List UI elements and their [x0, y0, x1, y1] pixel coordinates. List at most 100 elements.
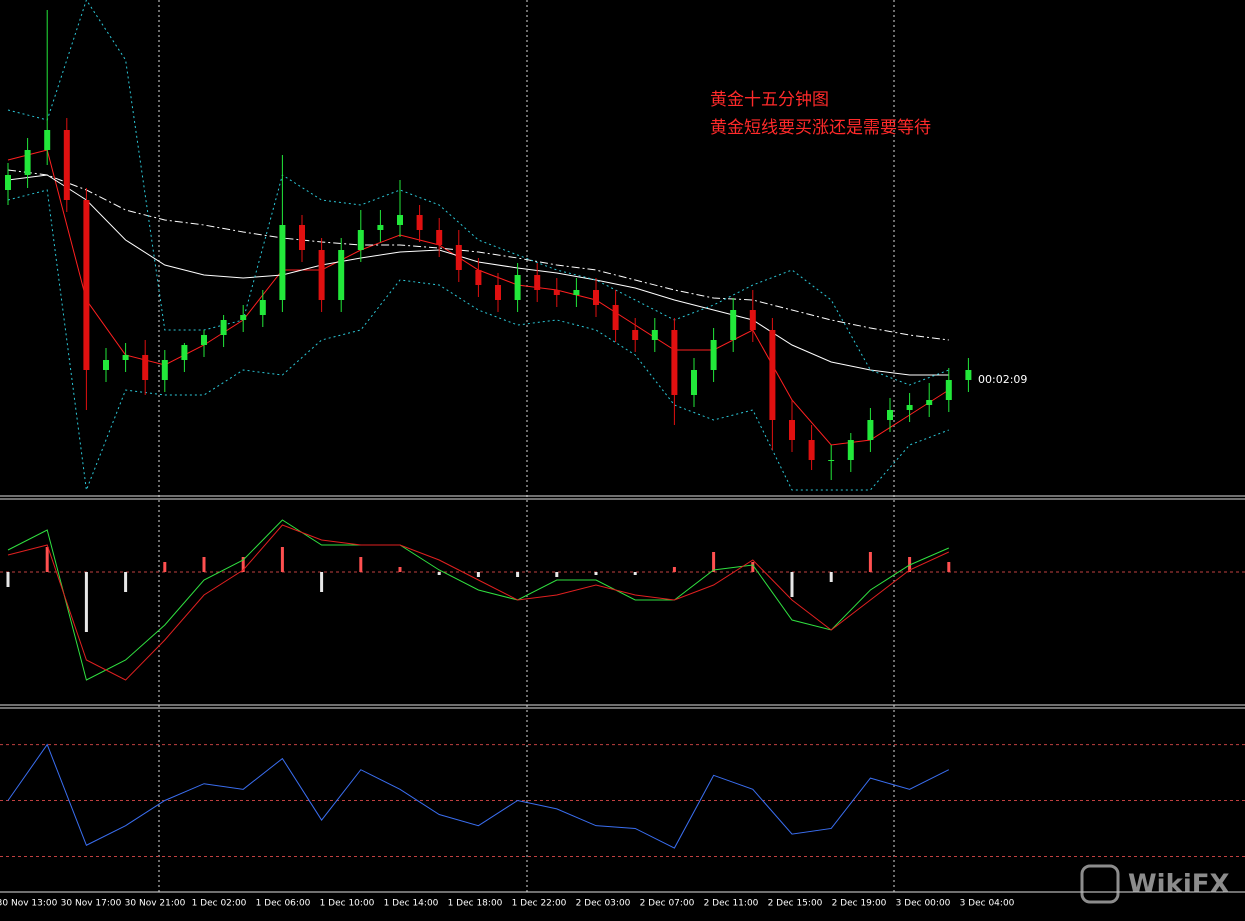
candle-body [612, 305, 619, 330]
candle-body [83, 200, 90, 370]
candle-body [416, 215, 423, 230]
time-label: 2 Dec 07:00 [640, 899, 695, 909]
candle-body [338, 250, 345, 300]
candle-body [259, 300, 266, 315]
candle-body [710, 340, 717, 370]
candle-body [63, 130, 70, 200]
candle-body [573, 290, 580, 295]
histogram-bar [280, 547, 284, 572]
histogram-bar [241, 557, 245, 572]
candle-body [495, 285, 501, 300]
histogram-bar [437, 572, 441, 575]
candle-body [789, 420, 795, 440]
time-label: 1 Dec 02:00 [192, 899, 247, 909]
candle-body [553, 290, 560, 295]
candle-body [240, 315, 247, 320]
time-label: 30 Nov 21:00 [125, 899, 186, 909]
histogram-bar [672, 567, 676, 572]
time-label: 1 Dec 22:00 [512, 899, 567, 909]
indicator-line [7, 524, 950, 681]
histogram-bar [163, 562, 167, 572]
time-label: 2 Dec 15:00 [768, 899, 823, 909]
candle-body [828, 460, 835, 461]
histogram-bar [6, 572, 10, 587]
histogram-bar [320, 572, 324, 592]
time-label: 1 Dec 18:00 [448, 899, 503, 909]
time-label: 2 Dec 19:00 [832, 899, 887, 909]
candle-body [436, 230, 443, 245]
histogram-bar [594, 572, 598, 575]
candle-body [201, 335, 207, 345]
candle-body [926, 400, 933, 405]
candle-body [122, 355, 129, 360]
histogram-bar [516, 572, 520, 577]
candle-body [945, 380, 952, 400]
time-label: 2 Dec 11:00 [704, 899, 759, 909]
histogram-bar [829, 572, 833, 582]
time-label: 2 Dec 03:00 [576, 899, 631, 909]
candle-body [671, 330, 678, 395]
time-label: 30 Nov 13:00 [0, 899, 58, 909]
bar-countdown: 00:02:09 [978, 373, 1027, 386]
overlay-line [7, 189, 949, 491]
histogram-bar [790, 572, 794, 597]
candle-body [181, 345, 188, 360]
candle-body [161, 360, 168, 380]
candle-body [808, 440, 815, 460]
candle-body [475, 270, 482, 285]
overlay-line [7, 149, 950, 446]
histogram-bar [359, 557, 363, 572]
histogram-bar [124, 572, 128, 592]
candle-body [44, 130, 51, 150]
time-label: 1 Dec 14:00 [384, 899, 439, 909]
candle-body [632, 330, 639, 340]
candle-body [220, 320, 227, 335]
histogram-bar [84, 572, 88, 632]
candle-body [651, 330, 658, 340]
histogram-bar [45, 547, 49, 572]
time-label: 30 Nov 17:00 [61, 899, 122, 909]
histogram-bar [947, 562, 951, 572]
candle-body [769, 330, 776, 420]
annotation: 黄金十五分钟图 [710, 90, 829, 110]
candle-body [455, 245, 462, 270]
candle-body [103, 360, 109, 370]
candle-body [514, 275, 521, 300]
candle-body [24, 150, 31, 175]
histogram-bar [751, 562, 755, 572]
annotation: 黄金短线要买涨还是需要等待 [710, 118, 931, 138]
watermark-icon [1080, 864, 1120, 904]
candle-body [593, 290, 599, 305]
histogram-bar [712, 552, 716, 572]
candle-body [847, 440, 854, 460]
histogram-bar [476, 572, 480, 577]
candle-body [965, 370, 972, 380]
candle-body [730, 310, 737, 340]
watermark-text: WikiFX [1128, 870, 1230, 900]
candle-body [397, 215, 403, 225]
histogram-bar [555, 572, 559, 577]
candle-body [279, 225, 286, 300]
time-label: 3 Dec 00:00 [896, 899, 951, 909]
candle-body [318, 250, 325, 300]
candle-body [299, 225, 305, 250]
histogram-bar [398, 567, 402, 572]
watermark: WikiFX [1080, 864, 1230, 904]
candle-body [142, 355, 149, 380]
histogram-bar [202, 557, 206, 572]
histogram-bar [868, 552, 872, 572]
time-label: 1 Dec 10:00 [320, 899, 375, 909]
indicator-line [7, 743, 950, 849]
candle-body [867, 420, 874, 440]
candle-body [377, 225, 384, 230]
indicator-line [7, 519, 949, 681]
overlay-line [7, 169, 949, 341]
candle-body [534, 275, 541, 290]
candle-body [691, 370, 697, 395]
overlay-line [7, 0, 949, 386]
candle-body [749, 310, 756, 330]
candle-body [5, 175, 11, 190]
time-label: 1 Dec 06:00 [256, 899, 311, 909]
